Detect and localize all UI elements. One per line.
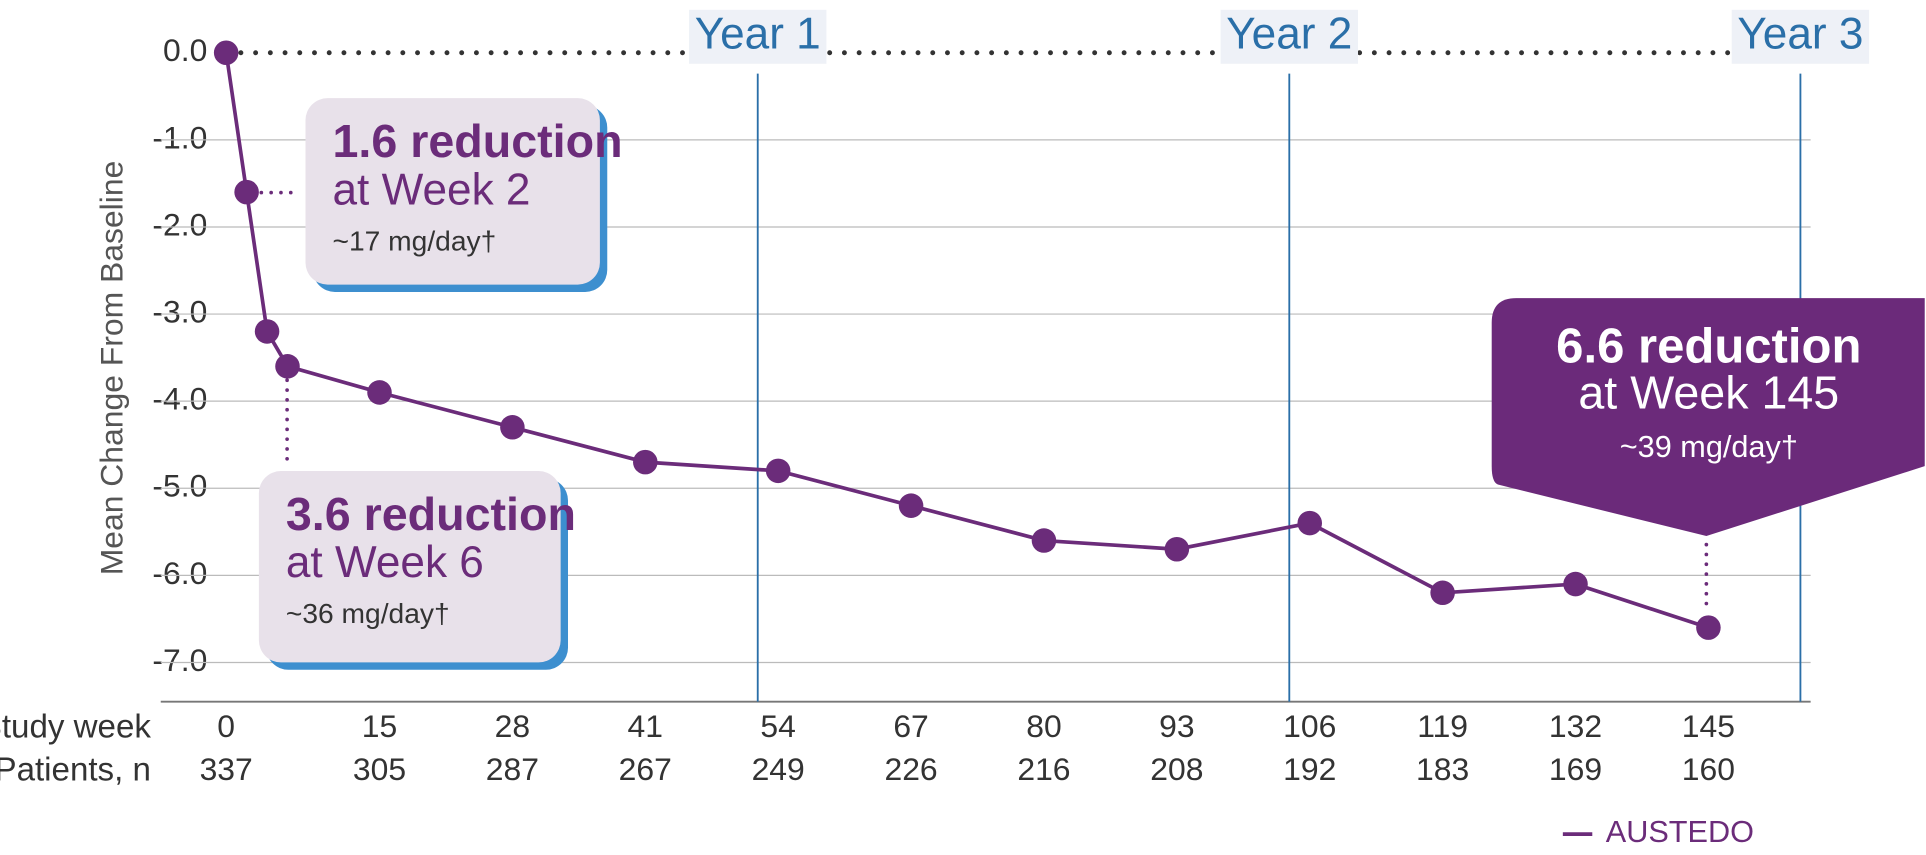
callout-dose: ~17 mg/day† — [332, 224, 496, 256]
x-tick-label: 119 — [1417, 708, 1468, 744]
data-point — [765, 458, 791, 484]
data-point — [1563, 571, 1588, 597]
x-tick-label: 132 — [1549, 708, 1602, 744]
callout-dose: ~36 mg/day† — [286, 597, 450, 629]
year-label-bg — [1220, 9, 1358, 64]
callout-box — [1491, 298, 1925, 537]
data-point — [234, 179, 259, 205]
patients-count: 226 — [884, 751, 937, 787]
data-point — [213, 40, 239, 66]
callout-subtitle: at Week 2 — [332, 165, 530, 214]
y-tick-label: -2.0 — [152, 206, 207, 242]
patients-count: 216 — [1017, 751, 1070, 787]
x-tick-label: 41 — [628, 708, 663, 744]
patients-count: 192 — [1283, 751, 1336, 787]
callout-title: 1.6 reduction — [332, 115, 622, 167]
callout-dose: ~39 mg/day† — [1620, 430, 1798, 464]
patients-count: 267 — [619, 751, 672, 787]
x-tick-label: 93 — [1159, 708, 1194, 744]
x-tick-label: 15 — [362, 708, 397, 744]
patients-count: 183 — [1416, 751, 1469, 787]
x-tick-label: 0 — [217, 708, 235, 744]
x-tick-label: 28 — [495, 708, 530, 744]
year-label-bg — [689, 9, 827, 64]
y-tick-label: -3.0 — [152, 293, 207, 329]
patients-count: 208 — [1150, 751, 1203, 787]
data-point — [1696, 615, 1721, 640]
year-label: Year 3 — [1737, 9, 1863, 58]
callout-title: 3.6 reduction — [286, 488, 576, 540]
callout-subtitle: at Week 145 — [1578, 367, 1839, 419]
x-tick-label: 80 — [1026, 708, 1061, 744]
patients-count: 287 — [486, 751, 539, 787]
y-tick-label: -4.0 — [152, 381, 207, 417]
data-point — [500, 415, 525, 440]
x-tick-label: 67 — [893, 708, 928, 744]
data-point — [275, 354, 300, 379]
callout-box — [258, 471, 561, 663]
x-tick-label: 106 — [1283, 708, 1336, 744]
legend-label: AUSTEDO — [1606, 815, 1754, 849]
callout-box — [305, 98, 600, 285]
y-tick-label: -1.0 — [152, 119, 207, 155]
year-label: Year 2 — [1226, 9, 1352, 58]
patients-count: 249 — [752, 751, 805, 787]
patients-count: 160 — [1682, 751, 1735, 787]
callout-title: 6.6 reduction — [1556, 320, 1861, 374]
y-axis-label: Mean Change From Baseline — [94, 161, 130, 576]
x-tick-label: 145 — [1682, 708, 1735, 744]
year-label: Year 1 — [695, 9, 821, 58]
patients-label: Patients, n — [0, 751, 151, 788]
y-tick-label: -7.0 — [152, 642, 207, 678]
patients-count: 305 — [353, 751, 406, 787]
data-point — [1297, 510, 1323, 536]
data-point — [633, 449, 658, 475]
data-point — [254, 319, 280, 344]
data-point — [1031, 528, 1057, 553]
x-tick-label: 54 — [760, 708, 795, 744]
x-axis-label: Study week — [0, 708, 151, 745]
data-point — [367, 380, 392, 405]
year-label-bg — [1731, 9, 1870, 64]
y-tick-label: 0.0 — [163, 32, 207, 68]
patients-count: 169 — [1549, 751, 1602, 787]
data-point — [1164, 536, 1190, 562]
data-point — [898, 493, 924, 518]
y-tick-label: -6.0 — [152, 555, 207, 591]
callout-subtitle: at Week 6 — [286, 538, 484, 587]
y-tick-label: -5.0 — [152, 468, 207, 504]
patients-count: 337 — [200, 751, 253, 787]
data-point — [1430, 580, 1455, 606]
